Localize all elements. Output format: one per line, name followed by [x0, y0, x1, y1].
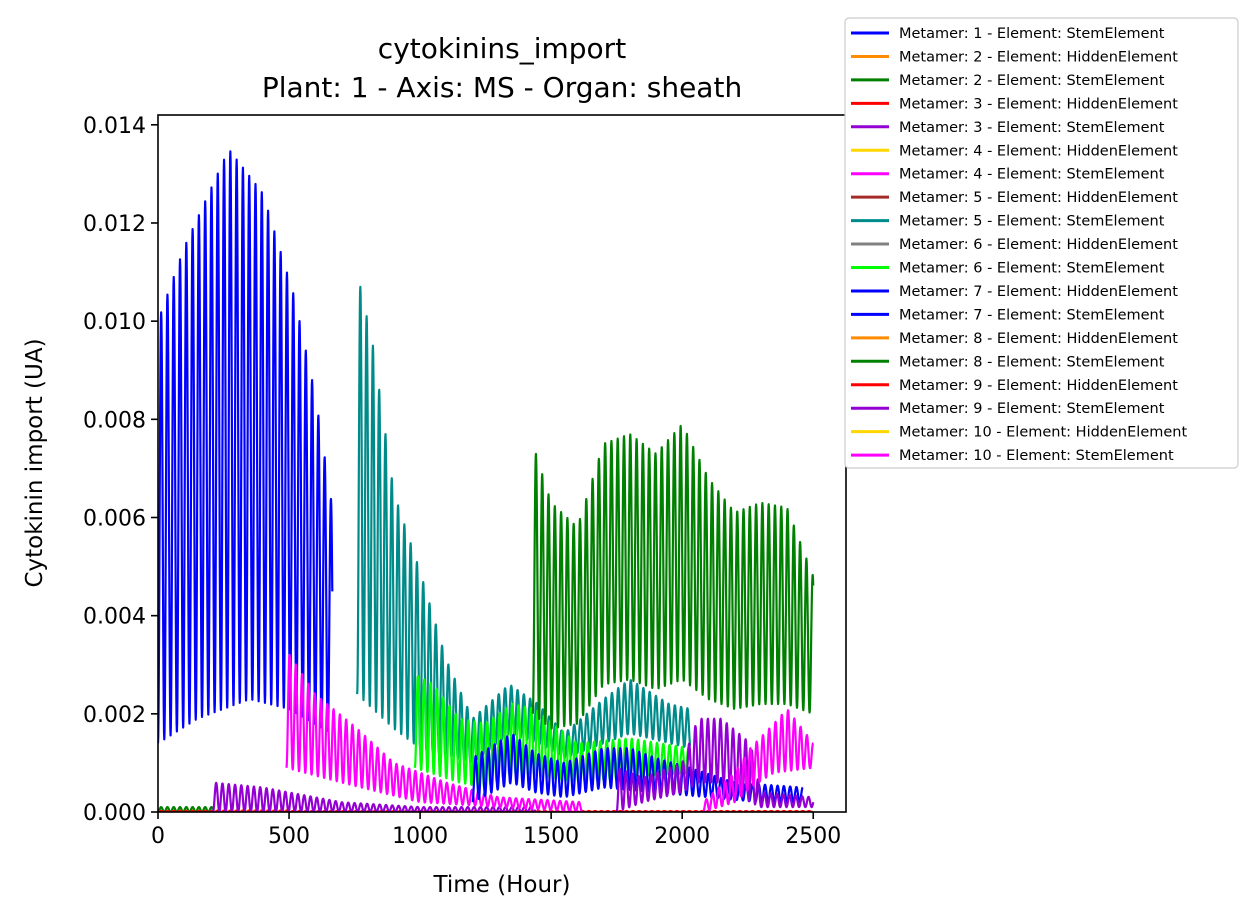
y-tick-label: 0.006 [83, 506, 146, 531]
legend-entry-label: Metamer: 1 - Element: StemElement [899, 26, 1165, 42]
legend-entry-label: Metamer: 10 - Element: StemElement [899, 448, 1174, 464]
x-tick-label: 1000 [392, 824, 448, 849]
x-axis-label: Time (Hour) [433, 872, 571, 898]
chart-subtitle: Plant: 1 - Axis: MS - Organ: sheath [262, 71, 742, 104]
series-line-17 [615, 717, 815, 812]
series-line-9 [356, 285, 692, 764]
legend-entry-label: Metamer: 7 - Element: HiddenElement [899, 284, 1178, 300]
legend: Metamer: 1 - Element: StemElement Metamer… [844, 17, 1239, 469]
y-tick-label: 0.004 [83, 605, 146, 630]
x-tick-label: 1500 [523, 824, 579, 849]
y-axis-label: Cytokinin import (UA) [22, 338, 48, 587]
series-line-15 [531, 424, 815, 730]
legend-entry-label: Metamer: 3 - Element: StemElement [899, 120, 1165, 136]
legend-entry-label: Metamer: 8 - Element: HiddenElement [899, 331, 1178, 347]
legend-entry-label: Metamer: 5 - Element: HiddenElement [899, 190, 1178, 206]
legend-entry-label: Metamer: 9 - Element: StemElement [899, 401, 1165, 417]
series-line-5 [212, 781, 537, 812]
legend-entry-label: Metamer: 10 - Element: HiddenElement [899, 425, 1187, 441]
legend-entry-label: Metamer: 2 - Element: HiddenElement [899, 49, 1178, 65]
x-tick-label: 500 [268, 824, 310, 849]
legend-entry-label: Metamer: 5 - Element: StemElement [899, 214, 1165, 230]
legend-entry-label: Metamer: 2 - Element: StemElement [899, 73, 1165, 89]
legend-entry-label: Metamer: 8 - Element: StemElement [899, 354, 1165, 370]
chart-title: cytokinins_import [378, 32, 626, 65]
legend-entry-label: Metamer: 4 - Element: StemElement [899, 167, 1165, 183]
x-tick-label: 2500 [785, 824, 841, 849]
y-tick-label: 0.008 [83, 408, 146, 433]
series-line-7 [285, 653, 584, 812]
legend-entry-label: Metamer: 4 - Element: HiddenElement [899, 143, 1178, 159]
legend-entry-label: Metamer: 3 - Element: HiddenElement [899, 96, 1178, 112]
legend-entry-label: Metamer: 6 - Element: HiddenElement [899, 237, 1178, 253]
y-tick-label: 0.010 [83, 310, 146, 335]
legend-entry-label: Metamer: 9 - Element: HiddenElement [899, 378, 1178, 394]
y-tick-label: 0.002 [83, 703, 146, 728]
x-tick-label: 2000 [654, 824, 710, 849]
y-tick-label: 0.012 [83, 212, 146, 237]
series-line-19 [702, 709, 815, 812]
legend-frame [844, 17, 1239, 469]
legend-entry-label: Metamer: 7 - Element: StemElement [899, 307, 1165, 323]
x-tick-label: 0 [151, 824, 165, 849]
series-line-1 [158, 150, 334, 744]
y-tick-label: 0.014 [83, 114, 146, 139]
series-line-3 [158, 805, 215, 812]
legend-entry-label: Metamer: 6 - Element: StemElement [899, 261, 1165, 277]
y-tick-label: 0.000 [83, 801, 146, 826]
